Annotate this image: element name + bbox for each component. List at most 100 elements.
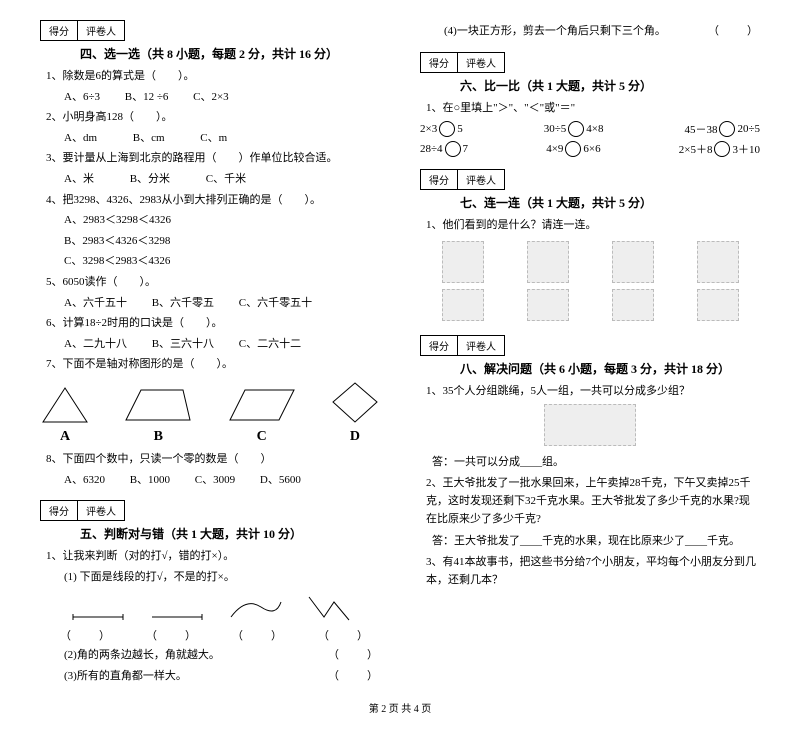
q4-2: 2、小明身高128（ ）。 — [46, 109, 380, 127]
grader-label-5: 评卷人 — [78, 500, 125, 521]
score-label-7: 得分 — [420, 169, 458, 190]
q4-4a: A、2983＜3298＜4326 — [64, 212, 380, 230]
q4-2-opts: A、dm B、cm C、m — [64, 130, 380, 148]
q4-1-opts: A、6÷3 B、12 ÷6 C、2×3 — [64, 89, 380, 107]
objects-row — [420, 289, 760, 321]
compare-row-1: 2×3 5 30÷5 4×8 45－3820÷5 — [420, 121, 760, 137]
cmp-5b: 6×6 — [583, 143, 600, 155]
paren-row: （ ） （ ） （ ） （ ） — [60, 627, 370, 643]
score-box-5: 得分 评卷人 — [40, 500, 380, 521]
cmp-4: 28÷47 — [420, 141, 468, 157]
cmp-6: 2×5＋83＋10 — [679, 141, 760, 157]
jump-rope-image — [544, 404, 636, 446]
q4-2c: C、m — [200, 132, 227, 144]
score-box-6: 得分 评卷人 — [420, 52, 760, 73]
q7-stem: 1、他们看到的是什么？请连一连。 — [426, 217, 760, 235]
page-container: 得分 评卷人 四、选一选（共 8 小题，每题 2 分，共计 16 分） 1、除数… — [40, 20, 760, 688]
q5-i2: (2)角的两条边越长，角就越大。 （ ） — [64, 647, 380, 665]
cmp-5: 4×9 6×6 — [546, 141, 600, 157]
shape-parallelogram: C — [227, 385, 297, 445]
circle-icon — [719, 121, 735, 137]
score-box-8: 得分 评卷人 — [420, 335, 760, 356]
cmp-1: 2×3 5 — [420, 121, 463, 137]
q4-6: 6、计算18÷2时用的口诀是（ ）。 — [46, 315, 380, 333]
q5-stem: 1、让我来判断（对的打√，错的打×）。 — [46, 548, 380, 566]
q4-6-opts: A、二九十八 B、三六十八 C、二六十二 — [64, 336, 380, 354]
circle-icon — [439, 121, 455, 137]
child-image-1 — [442, 241, 484, 283]
shape-diamond: D — [330, 380, 380, 445]
q4-8: 8、下面四个数中，只读一个零的数是（ ） — [46, 451, 380, 469]
score-label-8: 得分 — [420, 335, 458, 356]
score-label: 得分 — [40, 20, 78, 41]
q4-6c: C、二六十二 — [239, 338, 301, 350]
label-a: A — [40, 429, 90, 445]
cmp-5a: 4×9 — [546, 143, 563, 155]
q4-1c: C、2×3 — [193, 91, 229, 103]
q4-4b: B、2983＜4326＜3298 — [64, 233, 380, 251]
grader-label-7: 评卷人 — [458, 169, 505, 190]
children-row — [420, 241, 760, 283]
parallelogram-icon — [227, 385, 297, 425]
q4-8a: A、6320 — [64, 474, 105, 486]
q4-1b: B、12 ÷6 — [125, 91, 169, 103]
section7-title: 七、连一连（共 1 大题，共计 5 分） — [460, 194, 760, 211]
label-d: D — [330, 429, 380, 445]
diamond-icon — [330, 380, 380, 425]
section5-title: 五、判断对与错（共 1 大题，共计 10 分） — [80, 525, 380, 542]
q5-i1: (1) 下面是线段的打√，不是的打×。 — [64, 569, 380, 587]
cmp-1b: 5 — [457, 123, 463, 135]
cmp-3: 45－3820÷5 — [684, 121, 760, 137]
object-image-4 — [697, 289, 739, 321]
section6-title: 六、比一比（共 1 大题，共计 5 分） — [460, 77, 760, 94]
q4-8d: D、5600 — [260, 474, 301, 486]
shape-triangle: A — [40, 385, 90, 445]
q4-2b: B、cm — [133, 132, 165, 144]
paren-6: （ ） — [328, 668, 380, 686]
q4-5: 5、6050读作（ ）。 — [46, 274, 380, 292]
paren-7: （ ） — [708, 23, 760, 41]
cmp-1a: 2×3 — [420, 123, 437, 135]
child-image-3 — [612, 241, 654, 283]
segment-icon-1 — [68, 592, 128, 622]
q8-1: 1、35个人分组跳绳，5人一组，一共可以分成多少组？ — [426, 383, 760, 401]
q4-5-opts: A、六千五十 B、六千零五 C、六千零五十 — [64, 295, 380, 313]
object-image-2 — [527, 289, 569, 321]
q4-3: 3、要计量从上海到北京的路程用（ ）作单位比较合适。 — [46, 150, 380, 168]
q8-1-answer: 答：一共可以分成____组。 — [432, 453, 760, 469]
cmp-2a: 30÷5 — [544, 123, 567, 135]
paren-3: （ ） — [232, 627, 284, 643]
polyline-icon — [304, 592, 354, 622]
object-image-3 — [612, 289, 654, 321]
paren-4: （ ） — [318, 627, 370, 643]
q4-8-opts: A、6320 B、1000 C、3009 D、5600 — [64, 472, 380, 490]
child-image-2 — [527, 241, 569, 283]
triangle-icon — [40, 385, 90, 425]
shapes-row: A B C D — [40, 380, 380, 445]
left-column: 得分 评卷人 四、选一选（共 8 小题，每题 2 分，共计 16 分） 1、除数… — [40, 20, 380, 688]
q4-4: 4、把3298、4326、2983从小到大排列正确的是（ ）。 — [46, 192, 380, 210]
q4-5c: C、六千零五十 — [239, 297, 312, 309]
cmp-2b: 4×8 — [586, 123, 603, 135]
grader-label: 评卷人 — [78, 20, 125, 41]
q4-6a: A、二九十八 — [64, 338, 127, 350]
grader-label-8: 评卷人 — [458, 335, 505, 356]
circle-icon — [714, 141, 730, 157]
cmp-4a: 28÷4 — [420, 143, 443, 155]
label-c: C — [227, 429, 297, 445]
q5-i3-text: (3)所有的直角都一样大。 — [64, 670, 187, 682]
trapezoid-icon — [123, 385, 193, 425]
child-image-4 — [697, 241, 739, 283]
score-label-5: 得分 — [40, 500, 78, 521]
segment-icon-2 — [147, 592, 207, 622]
q5-i4-text: (4)一块正方形，剪去一个角后只剩下三个角。 — [444, 25, 666, 37]
label-b: B — [123, 429, 193, 445]
compare-row-2: 28÷47 4×9 6×6 2×5＋83＋10 — [420, 141, 760, 157]
score-label-6: 得分 — [420, 52, 458, 73]
circle-icon — [445, 141, 461, 157]
score-box: 得分 评卷人 — [40, 20, 380, 41]
q4-5a: A、六千五十 — [64, 297, 127, 309]
q4-2a: A、dm — [64, 132, 97, 144]
object-image-1 — [442, 289, 484, 321]
cmp-6b: 3＋10 — [732, 141, 760, 157]
